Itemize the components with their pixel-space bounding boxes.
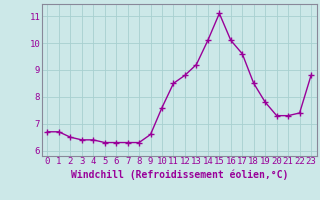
X-axis label: Windchill (Refroidissement éolien,°C): Windchill (Refroidissement éolien,°C) [70,169,288,180]
